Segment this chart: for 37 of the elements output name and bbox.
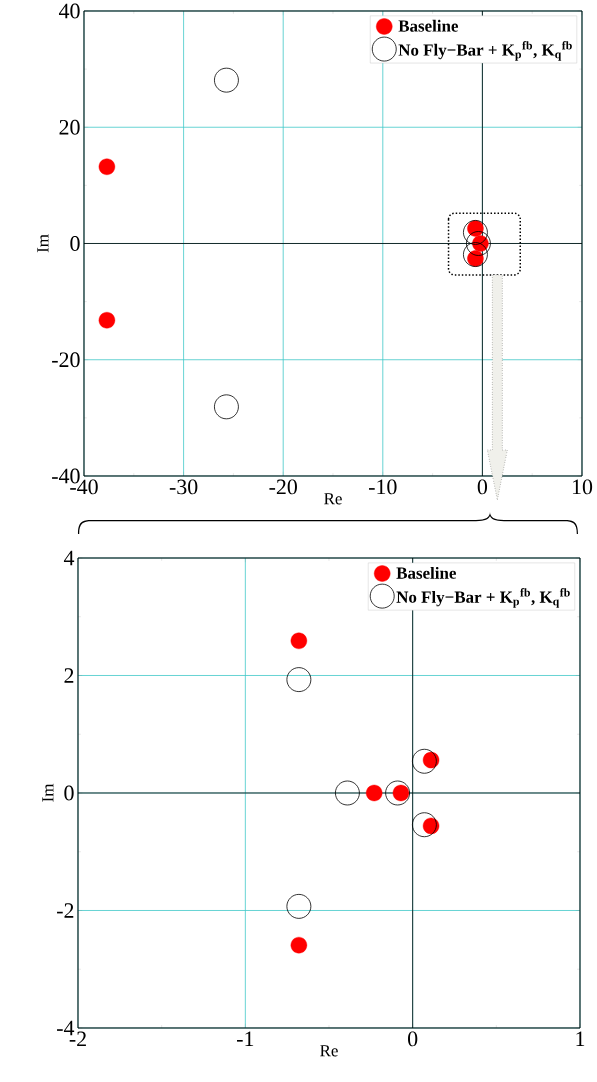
legend-label: No Fly−Bar + K$_{p}$$^{fb}$, K$_{q}$fb (398, 41, 572, 61)
legend-label: Baseline (398, 19, 459, 32)
point (365, 784, 383, 802)
x-tick-label: -1 (237, 1031, 254, 1046)
point (411, 748, 437, 774)
x-tick-label: -20 (269, 479, 297, 495)
y-axis-title: Im (42, 783, 54, 802)
y-tick-label: 20 (59, 119, 80, 135)
point (286, 667, 312, 693)
x-axis-title: Re (320, 1045, 338, 1057)
point (290, 632, 308, 650)
x-tick-label: 0 (408, 1031, 418, 1047)
y-tick-label: -2 (57, 903, 74, 918)
x-tick-label: -30 (169, 479, 198, 495)
y-tick-label: 2 (64, 668, 74, 683)
y-tick-label: -20 (52, 352, 80, 368)
y-tick-label: 0 (70, 236, 80, 251)
y-axis-title: Im (37, 234, 49, 253)
point (214, 67, 239, 93)
y-tick-label: 40 (58, 3, 80, 19)
y-tick-label: 0 (64, 785, 74, 801)
point (335, 780, 360, 806)
x-tick-label: -10 (369, 479, 397, 495)
y-tick-label: 4 (63, 550, 75, 566)
legend-label: No Fly−Bar + K$_{p}$$^{fb}$, K$_{q}$fb (396, 588, 570, 608)
point (214, 394, 239, 420)
point (385, 780, 411, 806)
point (286, 893, 312, 919)
point (98, 312, 116, 329)
legend-label: Baseline (396, 566, 456, 579)
x-tick-label: 10 (572, 479, 593, 495)
x-tick-label: 0 (477, 479, 488, 495)
point (411, 812, 437, 838)
point (290, 936, 308, 954)
x-axis-title: Re (324, 493, 342, 505)
x-tick-label: 1 (576, 1031, 585, 1046)
point (98, 158, 116, 175)
